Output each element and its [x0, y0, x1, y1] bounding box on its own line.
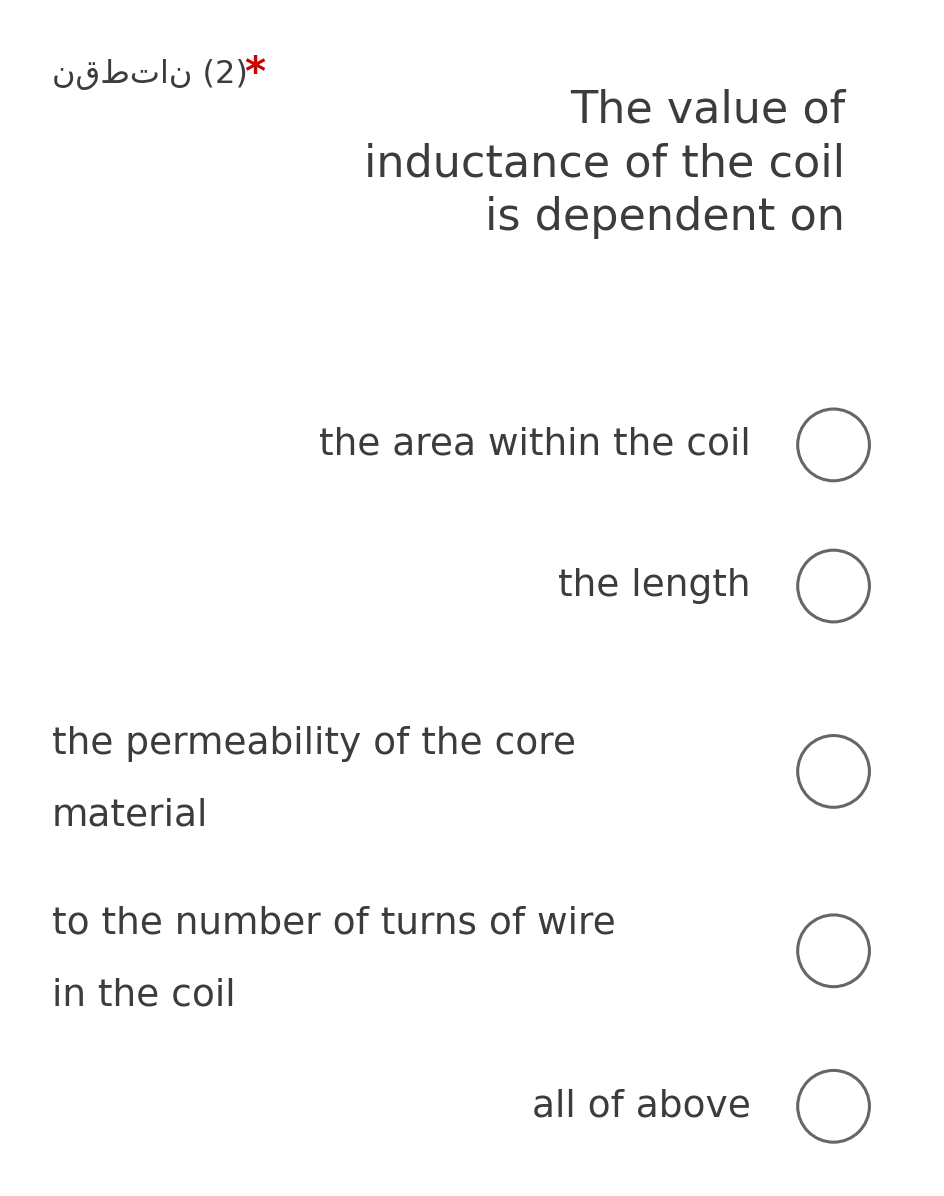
Text: The value of: The value of	[569, 89, 845, 132]
Text: material: material	[52, 798, 209, 834]
Text: the area within the coil: the area within the coil	[319, 427, 750, 463]
Text: all of above: all of above	[531, 1088, 750, 1124]
Text: inductance of the coil: inductance of the coil	[363, 142, 845, 185]
Text: نقطتان (2): نقطتان (2)	[52, 59, 247, 90]
Text: to the number of turns of wire: to the number of turns of wire	[52, 905, 615, 941]
Text: is dependent on: is dependent on	[485, 196, 845, 239]
Text: the permeability of the core: the permeability of the core	[52, 726, 576, 762]
Text: the length: the length	[558, 568, 750, 604]
Text: in the coil: in the coil	[52, 977, 236, 1013]
Text: *: *	[244, 54, 265, 94]
